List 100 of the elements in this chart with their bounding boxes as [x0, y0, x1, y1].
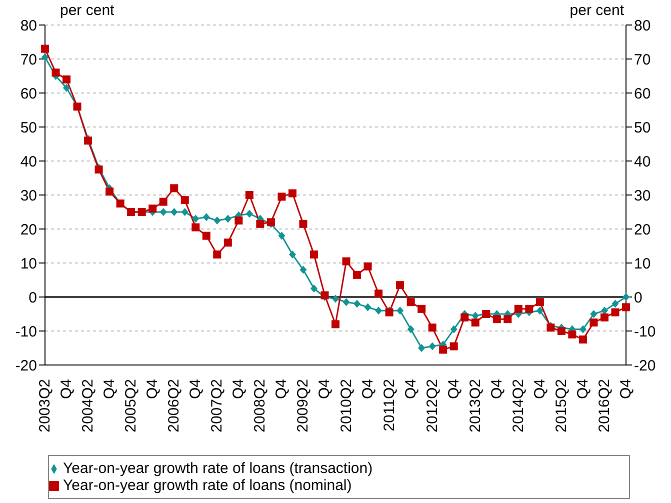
y2-tick-label: 10 — [634, 255, 651, 272]
point — [450, 325, 458, 334]
x-tick-label: 2016Q2 — [596, 379, 613, 432]
y2-tick-label: 0 — [634, 289, 642, 306]
x-tick-label: 2013Q2 — [466, 379, 484, 432]
legend-label: Year-on-year growth rate of loans (nominal) — [63, 477, 352, 494]
point — [622, 303, 630, 312]
point — [310, 284, 318, 292]
point — [396, 306, 404, 315]
point — [299, 220, 308, 228]
x-tick-label: Q4 — [230, 379, 248, 400]
point — [192, 223, 200, 232]
point — [354, 300, 361, 308]
y-tick-label: 60 — [20, 85, 37, 102]
point — [450, 342, 458, 350]
point — [600, 313, 608, 322]
point — [568, 330, 576, 338]
point — [525, 304, 534, 313]
x-tick-label: 2009Q2 — [294, 379, 312, 432]
x-tick-label: 2003Q2 — [36, 379, 54, 432]
x-tick-label: Q4 — [445, 379, 462, 400]
point — [536, 298, 544, 306]
point — [202, 232, 210, 240]
point — [332, 294, 339, 303]
point — [611, 308, 620, 316]
point — [63, 84, 70, 92]
point — [106, 188, 114, 196]
point — [214, 216, 221, 224]
point — [579, 325, 586, 334]
point — [278, 192, 286, 201]
point — [418, 304, 426, 313]
x-tick-label: 2011Q2 — [380, 379, 398, 432]
point — [288, 250, 296, 258]
point — [170, 208, 178, 216]
y2-tick-label: 50 — [634, 119, 651, 136]
x-tick-label: Q4 — [144, 379, 162, 400]
x-tick-label: 2012Q2 — [424, 379, 441, 432]
x-tick-label: Q4 — [574, 379, 592, 400]
point — [300, 266, 307, 274]
x-tick-label: Q4 — [101, 379, 118, 400]
point — [407, 325, 414, 334]
point — [170, 184, 178, 192]
x-tick-label: Q4 — [316, 379, 334, 400]
x-tick-label: 2004Q2 — [80, 379, 97, 432]
point — [439, 346, 448, 354]
point — [590, 310, 598, 318]
point — [332, 320, 340, 328]
point — [353, 270, 362, 279]
x-tick-label: 2007Q2 — [208, 379, 226, 432]
y-tick-label: -10 — [15, 323, 37, 340]
point — [460, 313, 469, 322]
x-tick-label: Q4 — [488, 379, 506, 400]
y-tick-label: 80 — [20, 17, 37, 34]
y-tick-label: 0 — [28, 289, 37, 306]
x-tick-label: 2015Q2 — [552, 379, 570, 432]
y-tick-label: 40 — [20, 153, 37, 170]
point — [159, 198, 168, 206]
y-tick-label: 70 — [20, 51, 37, 68]
point — [364, 262, 372, 270]
x-tick-label: Q4 — [58, 379, 76, 400]
point — [310, 250, 318, 258]
y2-tick-label: 60 — [634, 85, 651, 102]
y-tick-label: 30 — [20, 187, 37, 204]
y-tick-label: -20 — [15, 357, 37, 374]
point — [471, 318, 480, 326]
x-tick-label: Q4 — [531, 379, 548, 400]
point — [375, 306, 382, 315]
y2-tick-label: 80 — [634, 17, 651, 34]
y2-axis-title: per cent — [570, 2, 624, 19]
y2-tick-label: 30 — [634, 187, 651, 204]
point — [245, 191, 254, 199]
point — [256, 220, 264, 228]
y-axis-title: per cent — [60, 2, 114, 19]
point — [342, 257, 350, 266]
point — [202, 213, 210, 222]
point — [234, 216, 243, 224]
point — [557, 327, 566, 335]
x-tick-label: 2014Q2 — [510, 379, 527, 432]
point — [41, 44, 49, 53]
point — [181, 208, 188, 216]
x-tick-label: 2008Q2 — [252, 379, 269, 432]
x-tick-label: Q4 — [273, 379, 290, 400]
x-tick-label: 2005Q2 — [122, 379, 140, 432]
point — [160, 208, 167, 216]
point — [52, 68, 60, 77]
point — [590, 318, 598, 326]
y-tick-label: 20 — [20, 221, 37, 238]
point — [492, 315, 501, 324]
point — [428, 324, 436, 332]
point — [612, 300, 619, 308]
point — [148, 204, 157, 213]
point — [62, 75, 71, 84]
point — [396, 281, 404, 290]
y2-tick-label: 70 — [634, 51, 651, 68]
point — [622, 293, 630, 301]
point — [288, 189, 296, 198]
y2-tick-label: -10 — [634, 323, 656, 340]
point — [578, 336, 587, 344]
point — [536, 306, 544, 315]
point — [514, 304, 522, 313]
